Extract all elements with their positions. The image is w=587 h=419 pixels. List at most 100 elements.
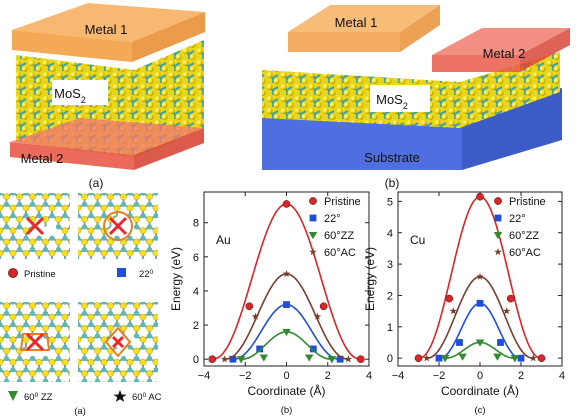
data-point (309, 345, 317, 353)
legend-label: 60°ZZ (509, 230, 539, 242)
metal1-b-top (288, 5, 440, 32)
data-point (229, 355, 237, 363)
data-point (458, 353, 467, 361)
plot-frame (203, 191, 370, 367)
metal1-label-b: Metal 1 (335, 15, 378, 30)
chart-cu: −4 −2 0 2 4 0 1 2 3 4 5 Coordinate (Å) Energy (eV) Cu… (363, 191, 565, 416)
metal1-top-face (12, 3, 205, 42)
x-tick-label: 4 (559, 370, 565, 382)
x-axis-label: Coordinate (Å) (247, 383, 325, 398)
data-point (440, 355, 450, 363)
mos2-label-b: MoS2 (376, 92, 408, 111)
substrate-side-face (462, 88, 562, 170)
metal1-b-side (400, 5, 440, 52)
data-point (475, 339, 485, 347)
metal1-b-front (288, 32, 400, 52)
data-point (220, 355, 229, 363)
data-point (506, 294, 515, 303)
legend-marker (494, 214, 502, 222)
y-tick-label: 1 (387, 322, 393, 334)
data-point (283, 301, 290, 308)
data-point (445, 294, 454, 303)
metal2-b-top (432, 28, 570, 55)
metal2-side-face-a (134, 128, 204, 170)
x-tick-label: 4 (366, 370, 372, 382)
data-point (537, 354, 546, 363)
legend-22-marker (117, 268, 126, 277)
data-point (414, 354, 423, 363)
metal-name-label: Au (216, 233, 231, 247)
legend-marker (309, 197, 317, 205)
legend-pristine-label: Pristine (24, 269, 56, 280)
x-axis-label: Coordinate (Å) (441, 383, 519, 398)
x-tick-label: 0 (283, 370, 289, 382)
legend-60zz-marker (8, 391, 18, 401)
structure-panel-a: Metal 1 MoS2 Metal 2 (a) (10, 3, 205, 190)
data-point (356, 355, 365, 364)
data-point (435, 354, 443, 362)
mos2-label-box-b (370, 85, 430, 112)
metal2-label-a: Metal 2 (21, 151, 64, 166)
data-point (313, 312, 322, 320)
substrate-front-face (262, 118, 462, 170)
legend-marker (494, 197, 502, 205)
metal2-label-b: Metal 2 (483, 46, 526, 61)
data-point (245, 302, 254, 311)
data-point (256, 345, 264, 353)
x-tick-label: −4 (392, 370, 405, 382)
legend-label: 22° (324, 213, 341, 225)
y-axis-label: Energy (eV) (363, 247, 377, 311)
vacancy-cross-icon (25, 216, 45, 236)
legend-label: Pristine (324, 196, 361, 208)
metal2-top-face-a (10, 118, 204, 155)
metal1-side-face (132, 12, 205, 62)
data-point (422, 354, 431, 362)
defect-lattice-60zz (0, 302, 70, 382)
vacancy-cross-icon (111, 335, 125, 349)
y-tick-label: 2 (387, 290, 393, 302)
data-point (510, 355, 520, 363)
x-tick-label: −4 (198, 370, 211, 382)
vacancy-cross-icon (25, 332, 45, 352)
substrate-label: Substrate (364, 150, 420, 165)
x-tick-label: 2 (518, 370, 524, 382)
defect-lattice-60ac (78, 302, 158, 382)
data-point (344, 355, 353, 363)
y-tick-label: 4 (193, 286, 199, 298)
legend-60ac-label: 600 AC (132, 392, 162, 404)
y-tick-label: 0 (193, 354, 199, 366)
legend-marker (309, 248, 317, 256)
data-point (529, 354, 538, 362)
data-point (282, 200, 291, 208)
y-tick-label: 5 (387, 196, 393, 208)
data-point (517, 354, 525, 362)
legend-label: 60°AC (509, 247, 541, 259)
data-point (493, 353, 502, 361)
x-tick-label: 2 (325, 370, 331, 382)
data-point (476, 299, 484, 307)
data-point (319, 302, 328, 311)
metal1-front-face (12, 30, 132, 62)
data-point (449, 307, 458, 315)
y-tick-label: 0 (387, 353, 393, 365)
data-point (208, 355, 217, 364)
data-point (282, 328, 291, 337)
legend-pristine-marker (8, 268, 18, 278)
data-point (476, 272, 484, 280)
y-tick-label: 8 (193, 218, 199, 230)
defect-lattice-pristine (0, 193, 70, 259)
defect-lattice-22 (78, 193, 158, 259)
data-point (476, 192, 484, 201)
data-point (236, 356, 246, 364)
x-tick-label: −2 (433, 370, 446, 382)
data-point (327, 356, 337, 364)
caption-top-b: (b) (385, 176, 400, 190)
legend-label: 60°ZZ (324, 230, 354, 242)
y-axis-label: Energy (eV) (169, 247, 183, 311)
data-point (497, 339, 504, 346)
y-tick-label: 3 (387, 259, 393, 271)
structure-panel-b: Substrate MoS2 Metal 1 Metal 2 (b) (262, 5, 570, 190)
legend-label: 22° (509, 213, 526, 225)
legend-22-label: 220 (139, 269, 154, 281)
